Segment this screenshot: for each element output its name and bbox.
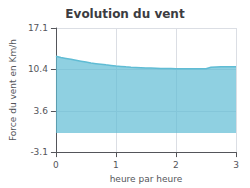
svg-text:0: 0 xyxy=(53,160,59,170)
svg-text:Evolution du vent: Evolution du vent xyxy=(65,7,185,21)
svg-text:heure par heure: heure par heure xyxy=(110,174,183,184)
svg-text:2: 2 xyxy=(173,160,179,170)
svg-text:-3.1: -3.1 xyxy=(30,147,48,157)
svg-text:3: 3 xyxy=(233,160,239,170)
svg-text:Force du vent en Km/h: Force du vent en Km/h xyxy=(8,39,18,141)
svg-text:10.4: 10.4 xyxy=(28,64,48,74)
svg-text:17.1: 17.1 xyxy=(28,23,48,33)
svg-text:1: 1 xyxy=(113,160,119,170)
svg-text:3.6: 3.6 xyxy=(34,106,49,116)
